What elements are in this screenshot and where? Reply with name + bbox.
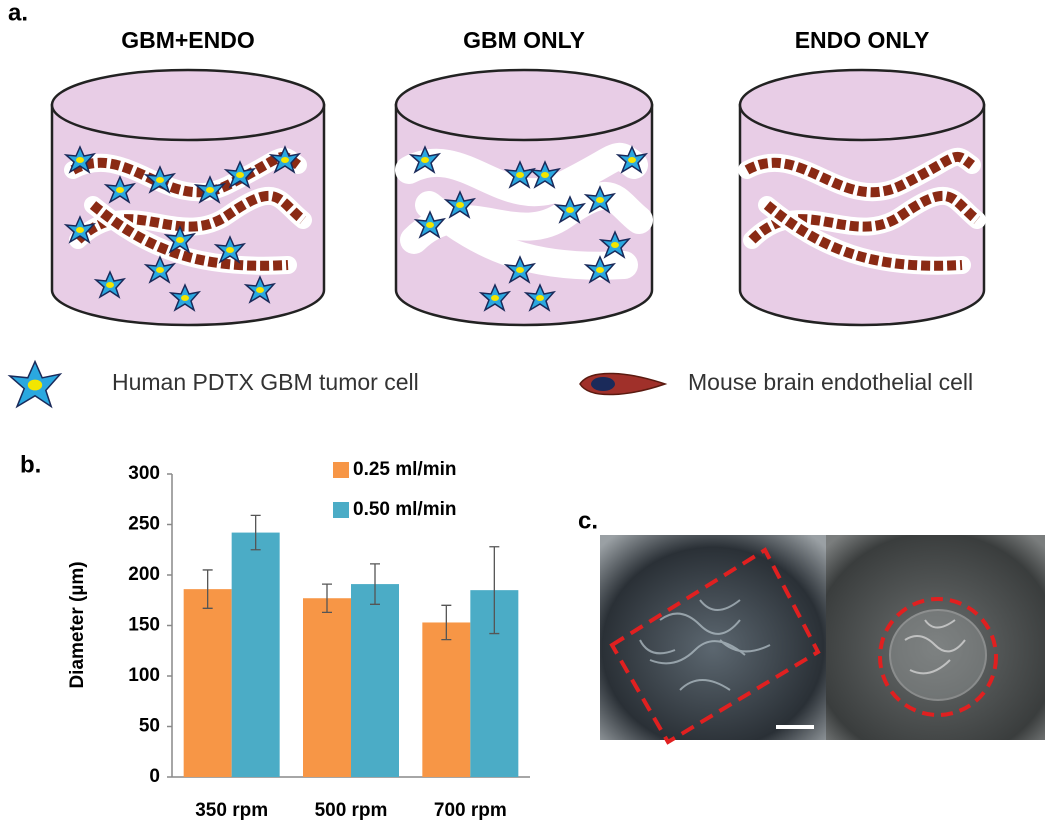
tumor-nucleus — [206, 187, 214, 193]
panel-label: c. — [578, 507, 598, 534]
legend-label: Mouse brain endothelial cell — [688, 369, 973, 395]
y-tick-label: 300 — [128, 463, 160, 484]
y-tick-label: 50 — [139, 716, 160, 737]
error-bar — [370, 563, 380, 605]
tumor-nucleus — [611, 242, 619, 248]
tumor-nucleus — [156, 177, 164, 183]
y-tick-label: 100 — [128, 665, 160, 686]
tumor-nucleus — [536, 295, 544, 301]
endothelial-nucleus — [591, 377, 615, 391]
photo — [826, 535, 1045, 740]
diagram-title: GBM+ENDO — [121, 27, 255, 53]
bar — [183, 589, 232, 777]
cylinder-top — [738, 68, 986, 142]
tumor-nucleus — [516, 172, 524, 178]
tumor-nucleus — [116, 187, 124, 193]
legend-swatch — [333, 502, 349, 518]
y-axis-title: Diameter (µm) — [67, 561, 88, 688]
tumor-nucleus — [516, 267, 524, 273]
x-tick-label: 350 rpm — [195, 800, 268, 821]
tumor-nucleus — [491, 295, 499, 301]
y-tick-label: 150 — [128, 615, 160, 636]
legend-label: 0.50 ml/min — [353, 499, 457, 520]
tumor-nucleus — [106, 282, 114, 288]
tumor-nucleus — [76, 227, 84, 233]
tumor-nucleus — [628, 157, 636, 163]
bar — [231, 532, 280, 777]
tumor-nucleus — [156, 267, 164, 273]
diagram-title: ENDO ONLY — [795, 27, 930, 53]
cylinder-top — [394, 68, 654, 142]
error-bar — [322, 583, 332, 614]
tumor-nucleus — [596, 267, 604, 273]
x-tick-label: 500 rpm — [315, 800, 388, 821]
legend-label: 0.25 ml/min — [353, 459, 457, 480]
tumor-nucleus — [456, 202, 464, 208]
tumor-nucleus — [181, 295, 189, 301]
tumor-nucleus — [176, 237, 184, 243]
tumor-nucleus — [226, 247, 234, 253]
selection-outline — [609, 547, 821, 745]
bar — [351, 584, 399, 777]
cylinder-top — [50, 68, 326, 142]
photo-texture — [889, 609, 987, 701]
x-tick-label: 700 rpm — [434, 800, 507, 821]
tumor-nucleus — [27, 379, 43, 391]
legend-label: Human PDTX GBM tumor cell — [112, 369, 419, 395]
panel-label: a. — [8, 0, 28, 26]
tumor-nucleus — [76, 157, 84, 163]
error-bar — [441, 604, 452, 641]
error-bar — [489, 546, 500, 635]
bar — [422, 622, 471, 777]
legend-swatch — [333, 462, 349, 478]
tumor-nucleus — [281, 157, 289, 163]
tumor-nucleus — [566, 207, 574, 213]
diagram-title: GBM ONLY — [463, 27, 585, 53]
y-tick-label: 200 — [128, 564, 160, 585]
endothelial-cells — [763, 201, 963, 271]
tumor-nucleus — [421, 157, 429, 163]
error-bar — [202, 569, 213, 609]
y-tick-label: 0 — [149, 766, 160, 787]
y-tick-label: 250 — [128, 514, 160, 535]
bar — [303, 598, 351, 777]
tumor-nucleus — [426, 222, 434, 228]
error-bar — [250, 514, 261, 551]
tumor-nucleus — [596, 197, 604, 203]
endothelial-cells — [89, 201, 289, 271]
photo — [600, 535, 826, 740]
photo-texture — [639, 599, 771, 691]
tumor-nucleus — [256, 287, 264, 293]
selection-outline — [878, 597, 998, 717]
tumor-nucleus — [541, 172, 549, 178]
endothelial-cells — [744, 151, 976, 198]
panel-label: b. — [20, 451, 41, 478]
tumor-nucleus — [236, 172, 244, 178]
